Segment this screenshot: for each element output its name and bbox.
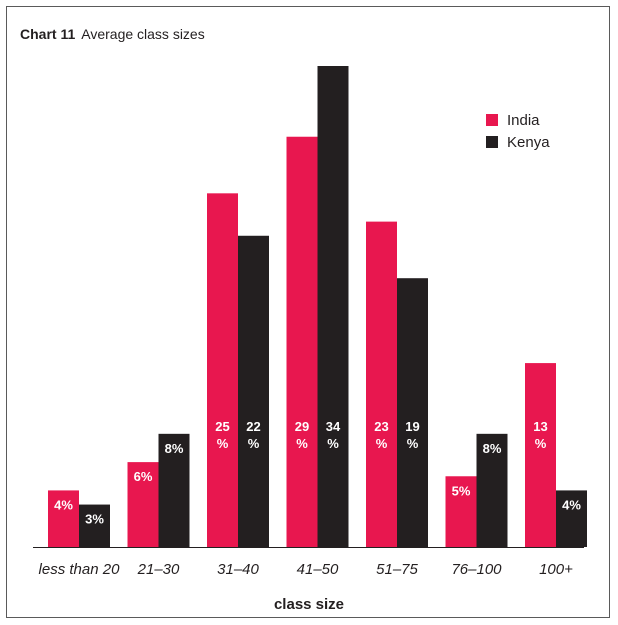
bar-india-3 — [286, 136, 318, 547]
data-label-kenya-1-0: 8% — [165, 441, 184, 456]
bar-kenya-1 — [158, 433, 190, 547]
legend-item-kenya: Kenya — [486, 131, 550, 153]
bar-india-2 — [207, 193, 238, 547]
bar-india-1 — [127, 462, 159, 547]
chart-title: Chart 11 Average class sizes — [20, 26, 205, 42]
data-label-kenya-4-0: 19 — [405, 419, 419, 434]
x-tick-label-1: 21–30 — [137, 561, 180, 578]
bar-kenya-2 — [238, 235, 269, 547]
data-label-india-3-0: 29 — [295, 419, 309, 434]
bar-india-4 — [366, 221, 397, 547]
legend-label-india: India — [507, 111, 540, 129]
legend-swatch-kenya — [486, 136, 498, 148]
bar-kenya-0 — [79, 504, 110, 547]
data-label-kenya-2-1: % — [248, 436, 260, 451]
data-label-india-4-0: 23 — [374, 419, 388, 434]
bar-kenya-6 — [556, 490, 587, 547]
data-label-india-6-0: 13 — [533, 419, 547, 434]
legend-label-kenya: Kenya — [507, 133, 550, 151]
data-label-kenya-3-1: % — [327, 436, 339, 451]
bar-kenya-3 — [317, 66, 349, 547]
bar-kenya-4 — [397, 278, 428, 547]
data-label-kenya-6-0: 4% — [562, 497, 581, 512]
legend-item-india: India — [486, 109, 550, 131]
x-tick-label-4: 51–75 — [376, 561, 418, 578]
data-label-india-4-1: % — [376, 436, 388, 451]
data-label-kenya-2-0: 22 — [246, 419, 260, 434]
bar-india-6 — [525, 363, 556, 547]
x-tick-label-3: 41–50 — [296, 561, 339, 578]
data-label-india-2-0: 25 — [215, 419, 229, 434]
data-label-kenya-0-0: 3% — [85, 512, 104, 527]
x-tick-label-6: 100+ — [539, 561, 573, 578]
data-label-kenya-3-0: 34 — [326, 419, 341, 434]
legend-swatch-india — [486, 114, 498, 126]
x-tick-label-5: 76–100 — [451, 561, 502, 578]
data-label-india-6-1: % — [535, 436, 547, 451]
legend: India Kenya — [486, 109, 550, 153]
x-axis-label: class size — [273, 596, 345, 613]
x-tick-label-2: 31–40 — [217, 561, 259, 578]
chart-number: Chart 11 — [20, 26, 76, 42]
x-tick-label-0: less than 20 — [38, 561, 120, 578]
data-label-kenya-5-0: 8% — [483, 441, 502, 456]
chart-title-text: Average class sizes — [81, 26, 205, 42]
bar-kenya-5 — [476, 433, 508, 547]
data-label-india-0-0: 4% — [54, 497, 73, 512]
data-label-india-3-1: % — [296, 436, 308, 451]
bar-india-5 — [445, 476, 477, 547]
bar-india-0 — [48, 490, 79, 547]
data-label-kenya-4-1: % — [407, 436, 419, 451]
data-label-india-1-0: 6% — [134, 469, 153, 484]
data-label-india-2-1: % — [217, 436, 229, 451]
data-label-india-5-0: 5% — [452, 483, 471, 498]
